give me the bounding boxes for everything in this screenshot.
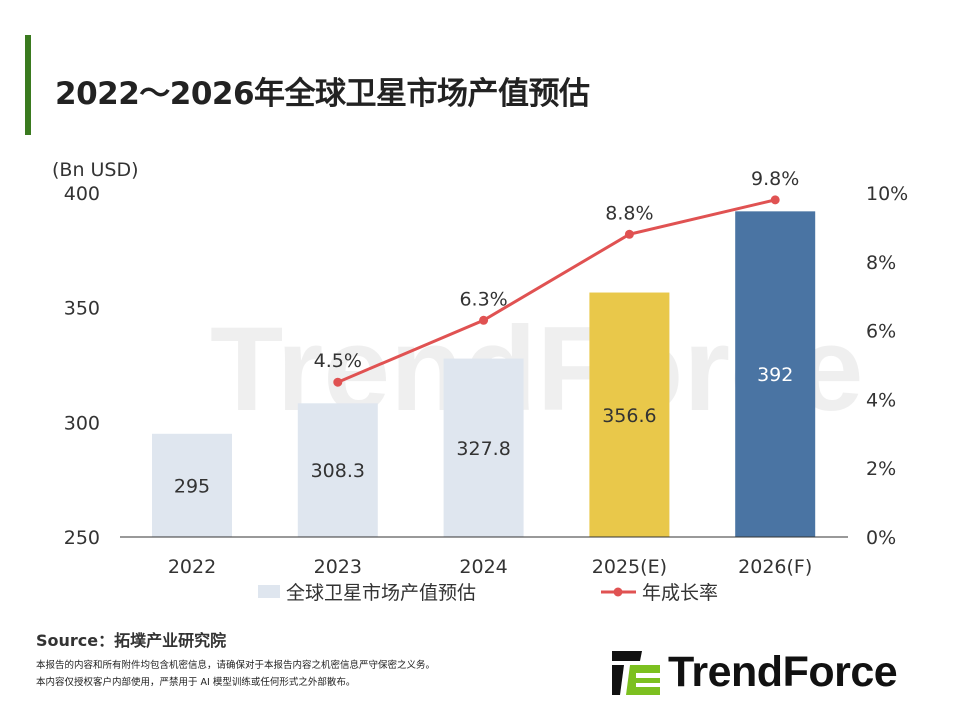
chart: (Bn USD) 250 300 350 400 0% 2% 4% 6% 8% 10% 295 2022… — [52, 159, 908, 604]
bar-value-label: 295 — [174, 475, 210, 497]
y2-tick-label: 8% — [866, 252, 896, 274]
y2-tick-label: 6% — [866, 321, 896, 343]
growth-label: 9.8% — [751, 168, 799, 190]
bar-2025(E) — [589, 292, 670, 537]
bar-value-label: 308.3 — [311, 460, 365, 482]
bar-value-label: 327.8 — [456, 438, 510, 460]
y-tick-label: 350 — [64, 298, 100, 320]
growth-point — [479, 315, 489, 325]
legend-bar-label: 全球卫星市场产值预估 — [286, 582, 476, 604]
bar-2024 — [443, 358, 524, 537]
y2-tick-label: 2% — [866, 458, 896, 480]
trendforce-logo: TrendForce — [612, 648, 898, 697]
x-tick-label: 2024 — [459, 556, 507, 578]
bar-value-label: 356.6 — [602, 405, 656, 427]
y-tick-label: 250 — [64, 527, 100, 549]
bar-2026(F) — [735, 211, 816, 537]
y2-tick-label: 0% — [866, 527, 896, 549]
growth-line — [337, 198, 776, 384]
y2-tick-label: 10% — [866, 183, 908, 205]
legend-line-marker — [613, 587, 623, 597]
y-tick-label: 400 — [64, 183, 100, 205]
disclaimer-line-2: 本内容仅授权客户内部使用，严禁用于 AI 模型训练或任何形式之外部散布。 — [36, 677, 356, 688]
disclaimer-line-1: 本报告的内容和所有附件均包含机密信息，请确保对于本报告内容之机密信息严守保密之义… — [36, 660, 436, 671]
y-axis-label: (Bn USD) — [52, 159, 139, 181]
growth-point — [624, 229, 634, 239]
source: Source：拓墣产业研究院 — [36, 631, 227, 650]
growth-label: 4.5% — [314, 350, 362, 372]
growth-label: 6.3% — [459, 288, 507, 310]
growth-point — [770, 195, 780, 205]
chart-title: 2022～2026年全球卫星市场产值预估 — [55, 76, 590, 112]
growth-point — [333, 377, 343, 387]
x-tick-label: 2023 — [314, 556, 362, 578]
x-tick-label: 2022 — [168, 556, 216, 578]
legend-line-label: 年成长率 — [642, 582, 718, 604]
y2-tick-label: 4% — [866, 389, 896, 411]
logo-text: TrendForce — [668, 648, 898, 696]
x-tick-label: 2026(F) — [738, 556, 812, 578]
bar-value-label: 392 — [757, 364, 793, 386]
growth-label: 8.8% — [605, 202, 653, 224]
bar-2023 — [297, 403, 378, 537]
y-tick-label: 300 — [64, 412, 100, 434]
logo-mark-icon — [612, 650, 660, 695]
x-tick-label: 2025(E) — [592, 556, 667, 578]
title-accent-bar — [25, 35, 31, 135]
legend-bar-swatch — [258, 585, 280, 598]
bar-2022 — [152, 433, 232, 537]
